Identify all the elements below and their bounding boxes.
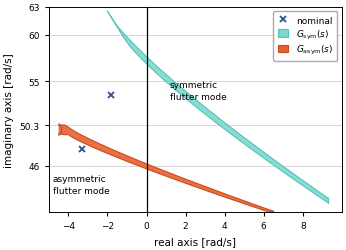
Text: symmetric
flutter mode: symmetric flutter mode [170, 81, 227, 102]
Legend: nominal, $G_\mathrm{sym}(s)$, $G_\mathrm{asym}(s)$: nominal, $G_\mathrm{sym}(s)$, $G_\mathrm… [273, 12, 337, 62]
Text: asymmetric
flutter mode: asymmetric flutter mode [53, 174, 110, 195]
Polygon shape [58, 126, 273, 212]
Y-axis label: imaginary axis [rad/s]: imaginary axis [rad/s] [4, 53, 14, 167]
X-axis label: real axis [rad/s]: real axis [rad/s] [154, 236, 236, 246]
Polygon shape [108, 12, 328, 203]
